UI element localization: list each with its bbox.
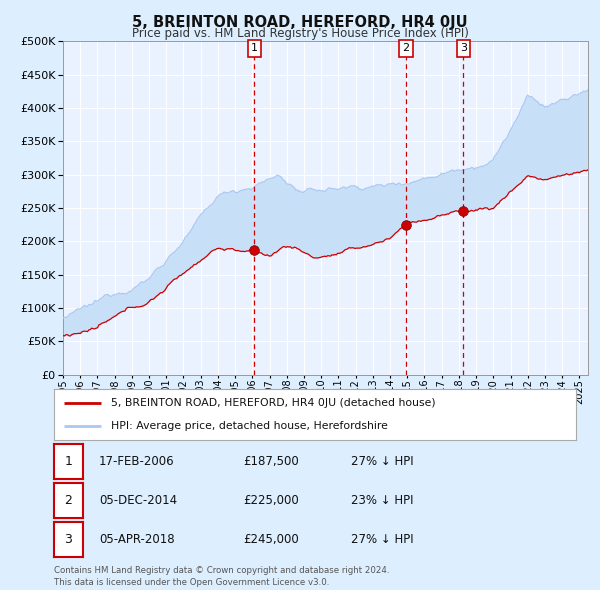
Text: 05-DEC-2014: 05-DEC-2014	[99, 494, 177, 507]
Text: 05-APR-2018: 05-APR-2018	[99, 533, 175, 546]
Text: 5, BREINTON ROAD, HEREFORD, HR4 0JU (detached house): 5, BREINTON ROAD, HEREFORD, HR4 0JU (det…	[112, 398, 436, 408]
Text: £245,000: £245,000	[243, 533, 299, 546]
Text: 27% ↓ HPI: 27% ↓ HPI	[351, 455, 413, 468]
Text: 2: 2	[403, 43, 409, 53]
Text: HPI: Average price, detached house, Herefordshire: HPI: Average price, detached house, Here…	[112, 421, 388, 431]
Text: Price paid vs. HM Land Registry's House Price Index (HPI): Price paid vs. HM Land Registry's House …	[131, 27, 469, 40]
Text: 27% ↓ HPI: 27% ↓ HPI	[351, 533, 413, 546]
Text: 1: 1	[64, 455, 73, 468]
Text: 3: 3	[460, 43, 467, 53]
Text: £225,000: £225,000	[243, 494, 299, 507]
Text: 17-FEB-2006: 17-FEB-2006	[99, 455, 175, 468]
Text: £187,500: £187,500	[243, 455, 299, 468]
Text: 3: 3	[64, 533, 73, 546]
Text: 1: 1	[251, 43, 258, 53]
Text: 2: 2	[64, 494, 73, 507]
Text: Contains HM Land Registry data © Crown copyright and database right 2024.
This d: Contains HM Land Registry data © Crown c…	[54, 566, 389, 587]
Text: 23% ↓ HPI: 23% ↓ HPI	[351, 494, 413, 507]
Text: 5, BREINTON ROAD, HEREFORD, HR4 0JU: 5, BREINTON ROAD, HEREFORD, HR4 0JU	[132, 15, 468, 30]
